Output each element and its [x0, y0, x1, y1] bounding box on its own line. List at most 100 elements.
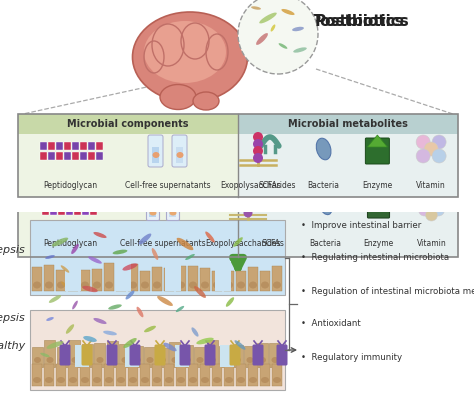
- Ellipse shape: [256, 33, 268, 45]
- Ellipse shape: [61, 281, 69, 288]
- Bar: [165, 261, 181, 291]
- FancyBboxPatch shape: [148, 135, 163, 167]
- Bar: [50, 207, 57, 215]
- Bar: [232, 345, 243, 367]
- Bar: [182, 345, 193, 367]
- Bar: [128, 364, 138, 386]
- Text: SCFAs: SCFAs: [258, 181, 281, 189]
- FancyBboxPatch shape: [18, 167, 238, 187]
- Ellipse shape: [293, 47, 307, 53]
- FancyBboxPatch shape: [30, 220, 285, 295]
- Ellipse shape: [225, 281, 233, 289]
- FancyBboxPatch shape: [172, 135, 187, 167]
- Text: Cell-free supernatants: Cell-free supernatants: [120, 239, 206, 247]
- Bar: [170, 203, 176, 217]
- Bar: [212, 271, 222, 291]
- Ellipse shape: [194, 286, 206, 298]
- Ellipse shape: [152, 248, 158, 260]
- Text: Enzyme: Enzyme: [362, 181, 392, 189]
- Text: Sepsis: Sepsis: [0, 245, 26, 255]
- Ellipse shape: [108, 304, 122, 310]
- Bar: [44, 364, 54, 386]
- FancyBboxPatch shape: [30, 310, 285, 390]
- Ellipse shape: [105, 281, 113, 289]
- Bar: [164, 364, 174, 386]
- Bar: [164, 268, 174, 291]
- FancyBboxPatch shape: [238, 167, 458, 187]
- Bar: [92, 364, 102, 386]
- Bar: [90, 197, 97, 205]
- Ellipse shape: [250, 5, 260, 9]
- Bar: [0, 0, 474, 212]
- Bar: [194, 347, 206, 367]
- Bar: [176, 147, 183, 163]
- FancyBboxPatch shape: [253, 345, 264, 366]
- Ellipse shape: [59, 357, 66, 363]
- Bar: [220, 345, 234, 367]
- Ellipse shape: [246, 357, 254, 363]
- Ellipse shape: [233, 237, 243, 247]
- FancyBboxPatch shape: [146, 193, 159, 220]
- Bar: [57, 347, 68, 367]
- Ellipse shape: [81, 377, 89, 383]
- Ellipse shape: [287, 25, 299, 29]
- Ellipse shape: [213, 377, 221, 383]
- Ellipse shape: [109, 357, 116, 363]
- Polygon shape: [370, 191, 388, 203]
- Text: Vitamin: Vitamin: [417, 239, 447, 247]
- Bar: [56, 152, 63, 160]
- Ellipse shape: [61, 265, 69, 273]
- Text: Peptidoglycan: Peptidoglycan: [43, 239, 97, 247]
- Text: Postbiotics: Postbiotics: [310, 15, 405, 29]
- Text: Microbial metabolites: Microbial metabolites: [288, 119, 408, 129]
- Bar: [50, 197, 57, 205]
- Bar: [96, 142, 103, 150]
- Ellipse shape: [273, 377, 281, 383]
- Circle shape: [426, 198, 438, 210]
- Ellipse shape: [72, 301, 78, 309]
- Circle shape: [416, 135, 430, 149]
- Ellipse shape: [129, 281, 137, 289]
- Ellipse shape: [278, 9, 292, 15]
- Ellipse shape: [177, 377, 185, 383]
- Text: Exopolysaccharides: Exopolysaccharides: [220, 181, 296, 189]
- Ellipse shape: [279, 43, 287, 49]
- Bar: [82, 197, 89, 205]
- Bar: [80, 270, 90, 291]
- Bar: [42, 207, 49, 215]
- Ellipse shape: [84, 357, 91, 363]
- Bar: [125, 345, 139, 367]
- Ellipse shape: [273, 281, 281, 289]
- Ellipse shape: [88, 256, 102, 264]
- Bar: [257, 343, 268, 367]
- Ellipse shape: [117, 281, 125, 289]
- Ellipse shape: [117, 377, 125, 383]
- Ellipse shape: [93, 281, 101, 289]
- Ellipse shape: [153, 152, 159, 158]
- FancyBboxPatch shape: [166, 193, 180, 220]
- Polygon shape: [367, 135, 387, 147]
- Text: •  Regulating intestinal microbiota: • Regulating intestinal microbiota: [301, 254, 449, 262]
- Ellipse shape: [81, 281, 89, 289]
- Ellipse shape: [40, 353, 50, 357]
- Ellipse shape: [268, 23, 273, 31]
- Ellipse shape: [45, 377, 53, 383]
- Ellipse shape: [176, 152, 183, 158]
- FancyBboxPatch shape: [129, 345, 140, 366]
- Circle shape: [244, 189, 253, 197]
- Ellipse shape: [205, 231, 215, 243]
- Bar: [56, 142, 63, 150]
- Bar: [224, 364, 234, 386]
- Bar: [188, 266, 198, 291]
- Bar: [80, 364, 90, 386]
- Bar: [149, 203, 156, 217]
- Ellipse shape: [57, 377, 65, 383]
- Circle shape: [253, 132, 263, 142]
- Text: Vitamin: Vitamin: [416, 181, 446, 189]
- Ellipse shape: [189, 281, 197, 289]
- Bar: [40, 152, 47, 160]
- Ellipse shape: [129, 377, 137, 383]
- Text: Exopolysaccharides: Exopolysaccharides: [205, 239, 281, 247]
- Ellipse shape: [235, 340, 246, 350]
- Circle shape: [432, 193, 445, 205]
